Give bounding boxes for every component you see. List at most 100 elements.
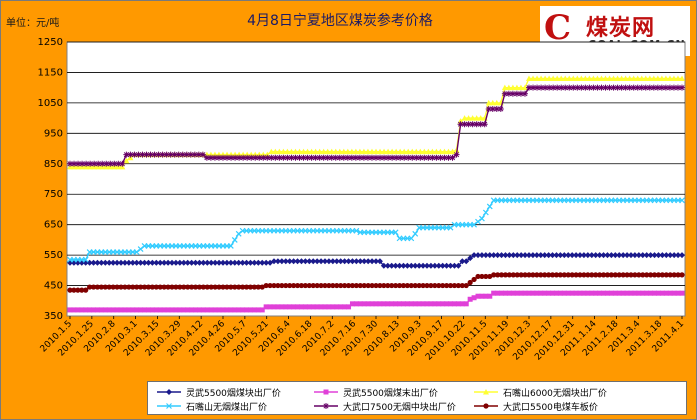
- data-point: [604, 252, 611, 259]
- data-point: [667, 290, 673, 296]
- data-point: [106, 307, 112, 313]
- data-point: [569, 272, 575, 278]
- data-point: [302, 304, 308, 310]
- data-point: [518, 272, 524, 278]
- data-point: [640, 272, 646, 278]
- data-point: [431, 262, 438, 269]
- data-point: [153, 284, 159, 290]
- data-point: [416, 301, 422, 307]
- data-point: [486, 203, 493, 210]
- data-point: [675, 272, 681, 278]
- data-point: [498, 272, 505, 278]
- data-point: [166, 389, 172, 395]
- data-point: [304, 154, 311, 161]
- data-point: [475, 273, 481, 280]
- data-point: [251, 259, 258, 266]
- data-point: [342, 304, 348, 310]
- data-point: [341, 258, 348, 265]
- data-point: [405, 148, 412, 155]
- data-point: [666, 84, 673, 91]
- data-point: [389, 301, 395, 307]
- data-point: [312, 154, 319, 161]
- data-point: [491, 272, 497, 278]
- data-point: [118, 284, 124, 290]
- data-point: [581, 272, 587, 278]
- data-point: [589, 290, 595, 296]
- data-point: [324, 148, 331, 155]
- data-point: [325, 258, 332, 265]
- data-point: [453, 151, 460, 158]
- data-point: [306, 304, 312, 310]
- data-point: [177, 284, 183, 290]
- data-point: [280, 154, 287, 161]
- data-point: [514, 252, 521, 259]
- data-point: [326, 282, 332, 289]
- data-point: [243, 259, 250, 266]
- data-point: [658, 84, 665, 91]
- y-tick-label: 750: [44, 189, 63, 200]
- data-point: [228, 284, 234, 290]
- data-point: [272, 148, 279, 155]
- data-point: [546, 84, 553, 91]
- data-point: [509, 90, 516, 97]
- data-point: [334, 282, 340, 289]
- data-point: [467, 279, 473, 286]
- data-point: [216, 284, 222, 290]
- data-point: [220, 307, 226, 313]
- data-point: [578, 75, 585, 82]
- data-point: [424, 301, 430, 307]
- data-point: [397, 154, 404, 161]
- data-point: [200, 284, 206, 290]
- data-point: [557, 290, 563, 296]
- chart-title: 4月8日宁夏地区煤炭参考价格: [247, 13, 433, 29]
- data-point: [294, 282, 301, 289]
- data-point: [517, 84, 524, 91]
- data-point: [604, 272, 611, 278]
- data-point: [502, 272, 509, 278]
- data-point: [482, 252, 489, 259]
- data-point: [397, 148, 404, 155]
- data-point: [638, 75, 645, 82]
- y-tick-label: 1250: [38, 37, 63, 48]
- data-point: [498, 252, 505, 259]
- data-point: [329, 258, 336, 265]
- data-point: [624, 290, 630, 296]
- data-point: [463, 258, 470, 265]
- data-point: [566, 84, 573, 91]
- data-point: [138, 284, 144, 290]
- data-point: [103, 160, 110, 167]
- data-point: [565, 252, 572, 259]
- data-point: [631, 252, 638, 259]
- data-point: [244, 154, 251, 161]
- data-point: [479, 293, 485, 299]
- logo-mark-icon: C: [544, 8, 572, 48]
- data-point: [166, 403, 172, 409]
- data-point: [155, 151, 162, 158]
- data-point: [157, 284, 163, 290]
- data-point: [318, 258, 325, 265]
- data-point: [199, 151, 206, 158]
- data-point: [212, 307, 218, 313]
- legend-label: 大武口5500电煤车板价: [503, 403, 598, 413]
- data-point: [177, 307, 183, 313]
- data-point: [663, 252, 670, 259]
- data-point: [517, 90, 524, 97]
- legend-label: 灵武5500烟煤块出厂价: [186, 389, 281, 399]
- data-point: [380, 262, 387, 269]
- data-point: [510, 272, 516, 278]
- data-point: [324, 154, 331, 161]
- data-point: [600, 252, 607, 259]
- data-point: [94, 307, 100, 313]
- data-point: [501, 90, 508, 97]
- data-point: [98, 284, 104, 290]
- data-point: [302, 282, 308, 289]
- data-point: [376, 258, 383, 265]
- data-point: [400, 262, 407, 269]
- data-point: [106, 259, 113, 266]
- data-point: [236, 154, 243, 161]
- data-point: [570, 84, 577, 91]
- data-point: [577, 252, 583, 259]
- data-point: [79, 287, 85, 293]
- data-point: [240, 307, 246, 313]
- data-point: [482, 209, 489, 216]
